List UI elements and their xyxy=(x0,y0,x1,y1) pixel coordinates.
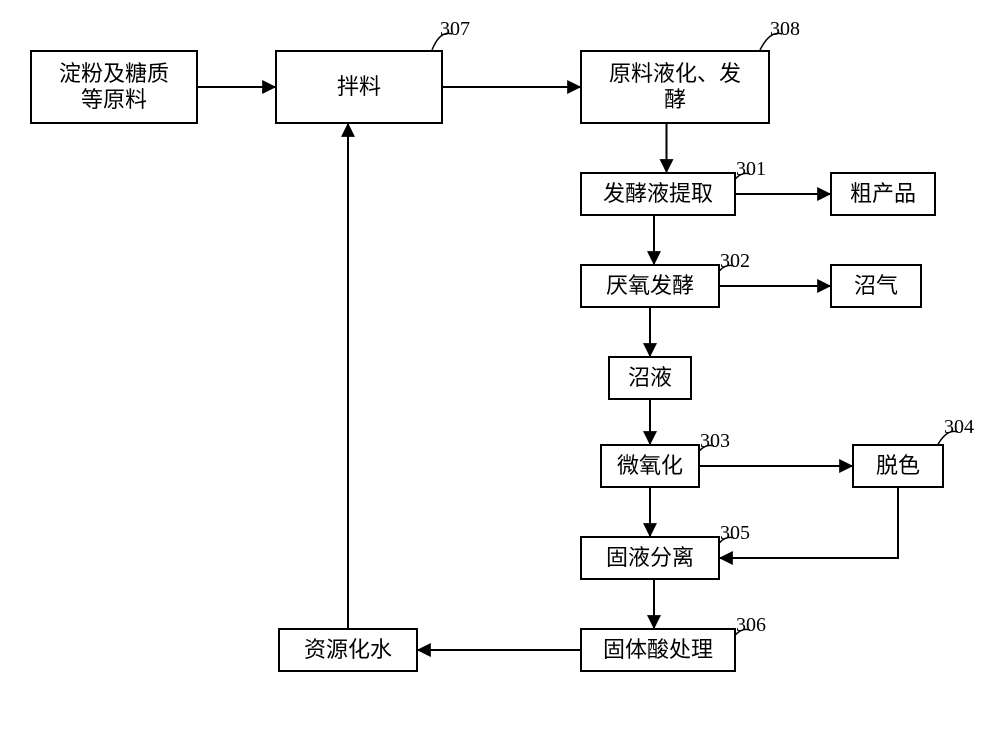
ref-305: 305 xyxy=(720,522,750,545)
node-sep: 固液分离 xyxy=(580,536,720,580)
node-anaerobic: 厌氧发酵 xyxy=(580,264,720,308)
ref-308: 308 xyxy=(770,18,800,41)
ref-304: 304 xyxy=(944,416,974,439)
flowchart-canvas: 淀粉及糖质 等原料 拌料 原料液化、发 酵发酵液提取 粗产品厌氧发酵 沼气沼液微氧化 脱色… xyxy=(0,0,1000,744)
node-liquefy: 原料液化、发 酵 xyxy=(580,50,770,124)
node-mix: 拌料 xyxy=(275,50,443,124)
ref-307: 307 xyxy=(440,18,470,41)
node-extract: 发酵液提取 xyxy=(580,172,736,216)
ref-303: 303 xyxy=(700,430,730,453)
node-crude: 粗产品 xyxy=(830,172,936,216)
node-solidacid: 固体酸处理 xyxy=(580,628,736,672)
node-waterres: 资源化水 xyxy=(278,628,418,672)
node-raw: 淀粉及糖质 等原料 xyxy=(30,50,198,124)
node-slurry: 沼液 xyxy=(608,356,692,400)
node-microox: 微氧化 xyxy=(600,444,700,488)
ref-302: 302 xyxy=(720,250,750,273)
node-biogas: 沼气 xyxy=(830,264,922,308)
ref-301: 301 xyxy=(736,158,766,181)
ref-306: 306 xyxy=(736,614,766,637)
node-decolor: 脱色 xyxy=(852,444,944,488)
